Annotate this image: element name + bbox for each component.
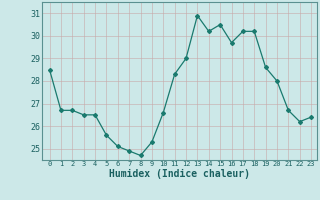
X-axis label: Humidex (Indice chaleur): Humidex (Indice chaleur): [109, 169, 250, 179]
